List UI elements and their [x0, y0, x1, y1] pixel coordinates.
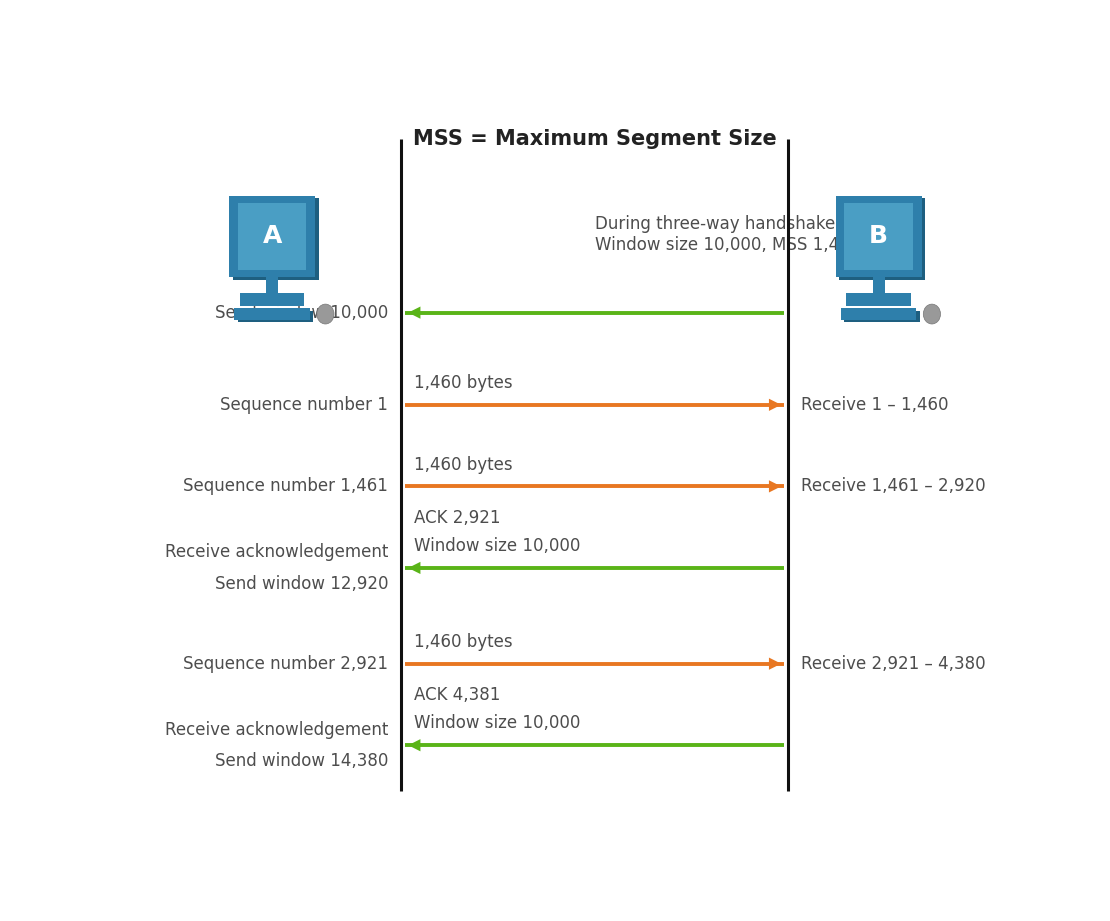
Text: During three-way handshake
Window size 10,000, MSS 1,460: During three-way handshake Window size 1… [595, 216, 860, 254]
Text: 1,460 bytes: 1,460 bytes [414, 374, 513, 392]
FancyBboxPatch shape [240, 293, 304, 306]
FancyBboxPatch shape [238, 310, 313, 321]
Text: 1,460 bytes: 1,460 bytes [414, 633, 513, 651]
FancyBboxPatch shape [840, 309, 917, 320]
Ellipse shape [316, 304, 334, 324]
FancyBboxPatch shape [238, 203, 306, 270]
Text: Receive acknowledgement: Receive acknowledgement [165, 720, 388, 739]
FancyBboxPatch shape [232, 198, 319, 280]
Text: B: B [869, 225, 888, 249]
Text: Receive 1 – 1,460: Receive 1 – 1,460 [801, 396, 949, 414]
FancyBboxPatch shape [839, 198, 925, 280]
Text: ACK 2,921: ACK 2,921 [414, 508, 501, 527]
Text: Send window 10,000: Send window 10,000 [215, 304, 388, 321]
Text: Sequence number 2,921: Sequence number 2,921 [183, 655, 388, 672]
Text: Receive 2,921 – 4,380: Receive 2,921 – 4,380 [801, 655, 986, 672]
Text: Sequence number 1: Sequence number 1 [221, 396, 388, 414]
FancyBboxPatch shape [844, 310, 920, 321]
Text: A: A [262, 225, 282, 249]
FancyBboxPatch shape [844, 203, 912, 270]
Text: Window size 10,000: Window size 10,000 [414, 537, 581, 555]
FancyBboxPatch shape [846, 293, 911, 306]
FancyBboxPatch shape [234, 309, 310, 320]
Text: 1,460 bytes: 1,460 bytes [414, 456, 513, 473]
Text: Send window 14,380: Send window 14,380 [215, 752, 388, 770]
Ellipse shape [924, 304, 940, 324]
Text: Sequence number 1,461: Sequence number 1,461 [183, 477, 388, 495]
FancyBboxPatch shape [229, 195, 315, 277]
Text: MSS = Maximum Segment Size: MSS = Maximum Segment Size [413, 129, 777, 149]
Text: Receive 1,461 – 2,920: Receive 1,461 – 2,920 [801, 477, 986, 495]
Bar [266, 277, 279, 293]
Bar [872, 277, 885, 293]
Text: ACK 4,381: ACK 4,381 [414, 686, 501, 704]
Text: Window size 10,000: Window size 10,000 [414, 715, 581, 732]
FancyBboxPatch shape [836, 195, 921, 277]
Text: Receive acknowledgement: Receive acknowledgement [165, 543, 388, 561]
Text: Send window 12,920: Send window 12,920 [214, 575, 388, 592]
